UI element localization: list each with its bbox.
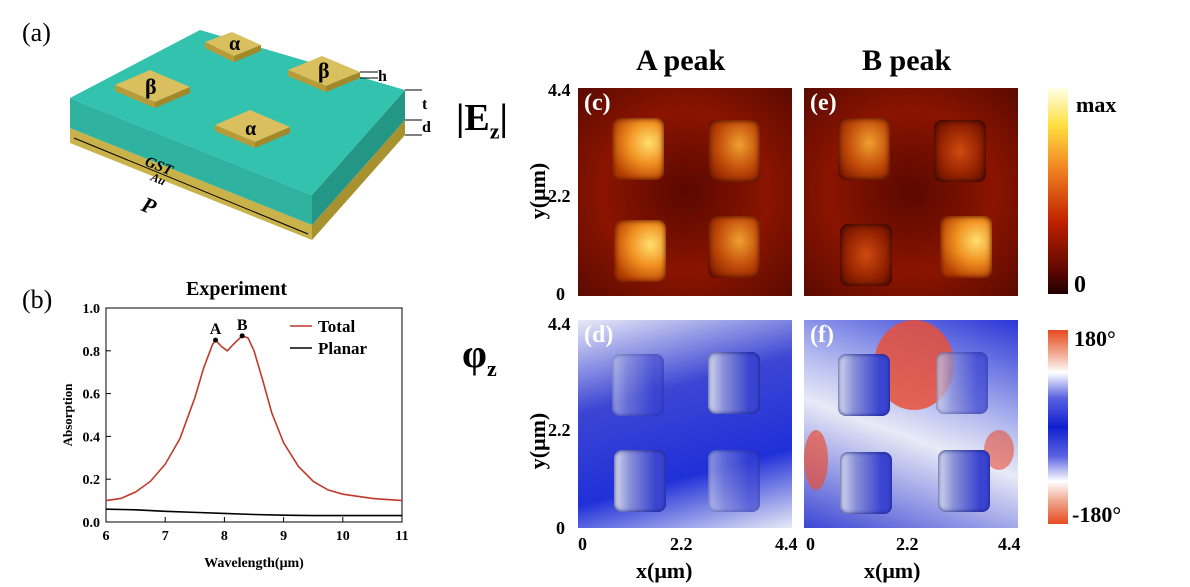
y-tick-bottom-2-2: 2.2 bbox=[548, 420, 571, 440]
col-title-a-peak: A peak bbox=[636, 44, 726, 77]
x-tick-label: 11 bbox=[395, 529, 408, 544]
patch-hot bbox=[940, 216, 992, 278]
panel-tag-e: (e) bbox=[810, 90, 837, 116]
x-axis-label-a: x(μm) bbox=[636, 558, 693, 583]
patch-phase bbox=[708, 450, 760, 512]
patch-phase bbox=[614, 450, 666, 512]
dim-d-label: d bbox=[422, 119, 431, 136]
series-line-total bbox=[105, 334, 403, 502]
panel-a-label: (a) bbox=[22, 18, 51, 47]
patch-label-beta-right: β bbox=[318, 58, 330, 83]
x-tick-b-2-2: 2.2 bbox=[896, 534, 919, 554]
x-tick-label: 6 bbox=[103, 529, 110, 544]
patch-label-beta-left: β bbox=[145, 74, 157, 99]
colorbar-phase-min: -180° bbox=[1072, 502, 1122, 527]
patch-alpha-top bbox=[205, 32, 261, 62]
y-tick-bottom-4-4: 4.4 bbox=[548, 314, 571, 334]
x-tick-label: 8 bbox=[221, 529, 228, 544]
dim-t-label: t bbox=[422, 96, 428, 113]
x-tick-label: 7 bbox=[162, 529, 169, 544]
gst-layer-right bbox=[312, 90, 405, 225]
gst-layer-left bbox=[70, 98, 312, 225]
x-tick-a-2-2: 2.2 bbox=[670, 534, 693, 554]
x-tick-label: 10 bbox=[336, 529, 350, 544]
y-tick-bottom-0: 0 bbox=[556, 518, 565, 538]
patch-phase bbox=[938, 450, 990, 512]
y-tick-label: 0.6 bbox=[83, 388, 101, 403]
y-axis-label: Absorption bbox=[60, 383, 75, 447]
panel-tag-d: (d) bbox=[584, 322, 614, 348]
patch-phase bbox=[612, 354, 664, 416]
patch-alpha-bottom bbox=[215, 110, 290, 148]
colorbar-ez-max: max bbox=[1076, 92, 1117, 117]
x-tick-a-4-4: 4.4 bbox=[775, 534, 798, 554]
x-tick-label: 9 bbox=[280, 529, 287, 544]
patch-hot bbox=[612, 118, 664, 180]
period-label: P bbox=[137, 191, 160, 220]
phase-red-region bbox=[804, 430, 828, 490]
patch-phase bbox=[838, 354, 890, 416]
panel-tag-f: (f) bbox=[810, 322, 834, 348]
x-tick-b-4-4: 4.4 bbox=[998, 534, 1021, 554]
series-line-planar bbox=[105, 508, 402, 517]
peak-label: B bbox=[237, 317, 248, 334]
y-tick-top-4-4: 4.4 bbox=[548, 80, 571, 100]
y-tick-label: 1.0 bbox=[83, 302, 101, 317]
patch-label-alpha-bottom: α bbox=[245, 118, 256, 140]
colorbar-ez bbox=[1048, 88, 1068, 294]
y-tick-label: 0.8 bbox=[83, 345, 101, 360]
y-axis-label-bottom: y(μm) bbox=[525, 412, 550, 470]
peak-label: A bbox=[210, 321, 222, 338]
panel-tag-c: (c) bbox=[584, 90, 611, 116]
y-tick-label: 0.4 bbox=[83, 430, 101, 445]
peak-marker bbox=[239, 333, 245, 339]
dim-h-label: h bbox=[378, 68, 387, 85]
colorbar-phase-max: 180° bbox=[1074, 326, 1116, 351]
x-tick-b-0: 0 bbox=[806, 534, 815, 554]
metasurface-schematic: α β β α h t d GST Au P bbox=[70, 30, 431, 240]
legend-planar-label: Planar bbox=[318, 339, 368, 358]
chart-title: Experiment bbox=[186, 278, 288, 300]
patch-warm bbox=[708, 120, 760, 182]
plot-frame bbox=[105, 307, 403, 523]
y-tick-label: 0.2 bbox=[83, 473, 101, 488]
colorbar-phase bbox=[1048, 330, 1068, 524]
peak-marker bbox=[213, 337, 219, 343]
au-layer-right bbox=[312, 120, 405, 240]
row-label-phi: φz bbox=[462, 331, 497, 381]
patch-phase bbox=[840, 452, 892, 514]
legend-total-label: Total bbox=[318, 317, 355, 336]
row-label-ez: |Ez| bbox=[456, 97, 508, 144]
panel-b-label: (b) bbox=[22, 285, 53, 314]
patch-warm bbox=[708, 216, 760, 278]
patch-phase bbox=[936, 352, 988, 414]
x-axis-label: Wavelength(μm) bbox=[204, 556, 304, 571]
patch-phase bbox=[708, 352, 760, 414]
map-ez-b-peak: (e) bbox=[804, 88, 1018, 296]
patch-hot bbox=[614, 220, 666, 282]
col-title-b-peak: B peak bbox=[862, 44, 952, 77]
y-tick-top-2-2: 2.2 bbox=[548, 186, 571, 206]
y-tick-top-0: 0 bbox=[556, 284, 565, 304]
patch-warm bbox=[838, 118, 890, 180]
au-layer-left bbox=[70, 128, 312, 240]
patch-label-alpha-top: α bbox=[229, 33, 240, 55]
map-phase-b-peak: (f) bbox=[804, 320, 1018, 528]
colorbar-ez-min: 0 bbox=[1074, 272, 1086, 298]
x-axis-label-b: x(μm) bbox=[864, 558, 921, 583]
x-tick-a-0: 0 bbox=[578, 534, 587, 554]
patch-beta-right bbox=[288, 56, 360, 92]
patch-cool bbox=[934, 120, 986, 182]
patch-beta-left bbox=[115, 70, 190, 108]
y-tick-label: 0.0 bbox=[83, 516, 101, 531]
patch-cool bbox=[840, 224, 892, 286]
map-phase-a-peak: (d) bbox=[578, 320, 792, 528]
map-ez-a-peak: (c) bbox=[578, 88, 792, 296]
